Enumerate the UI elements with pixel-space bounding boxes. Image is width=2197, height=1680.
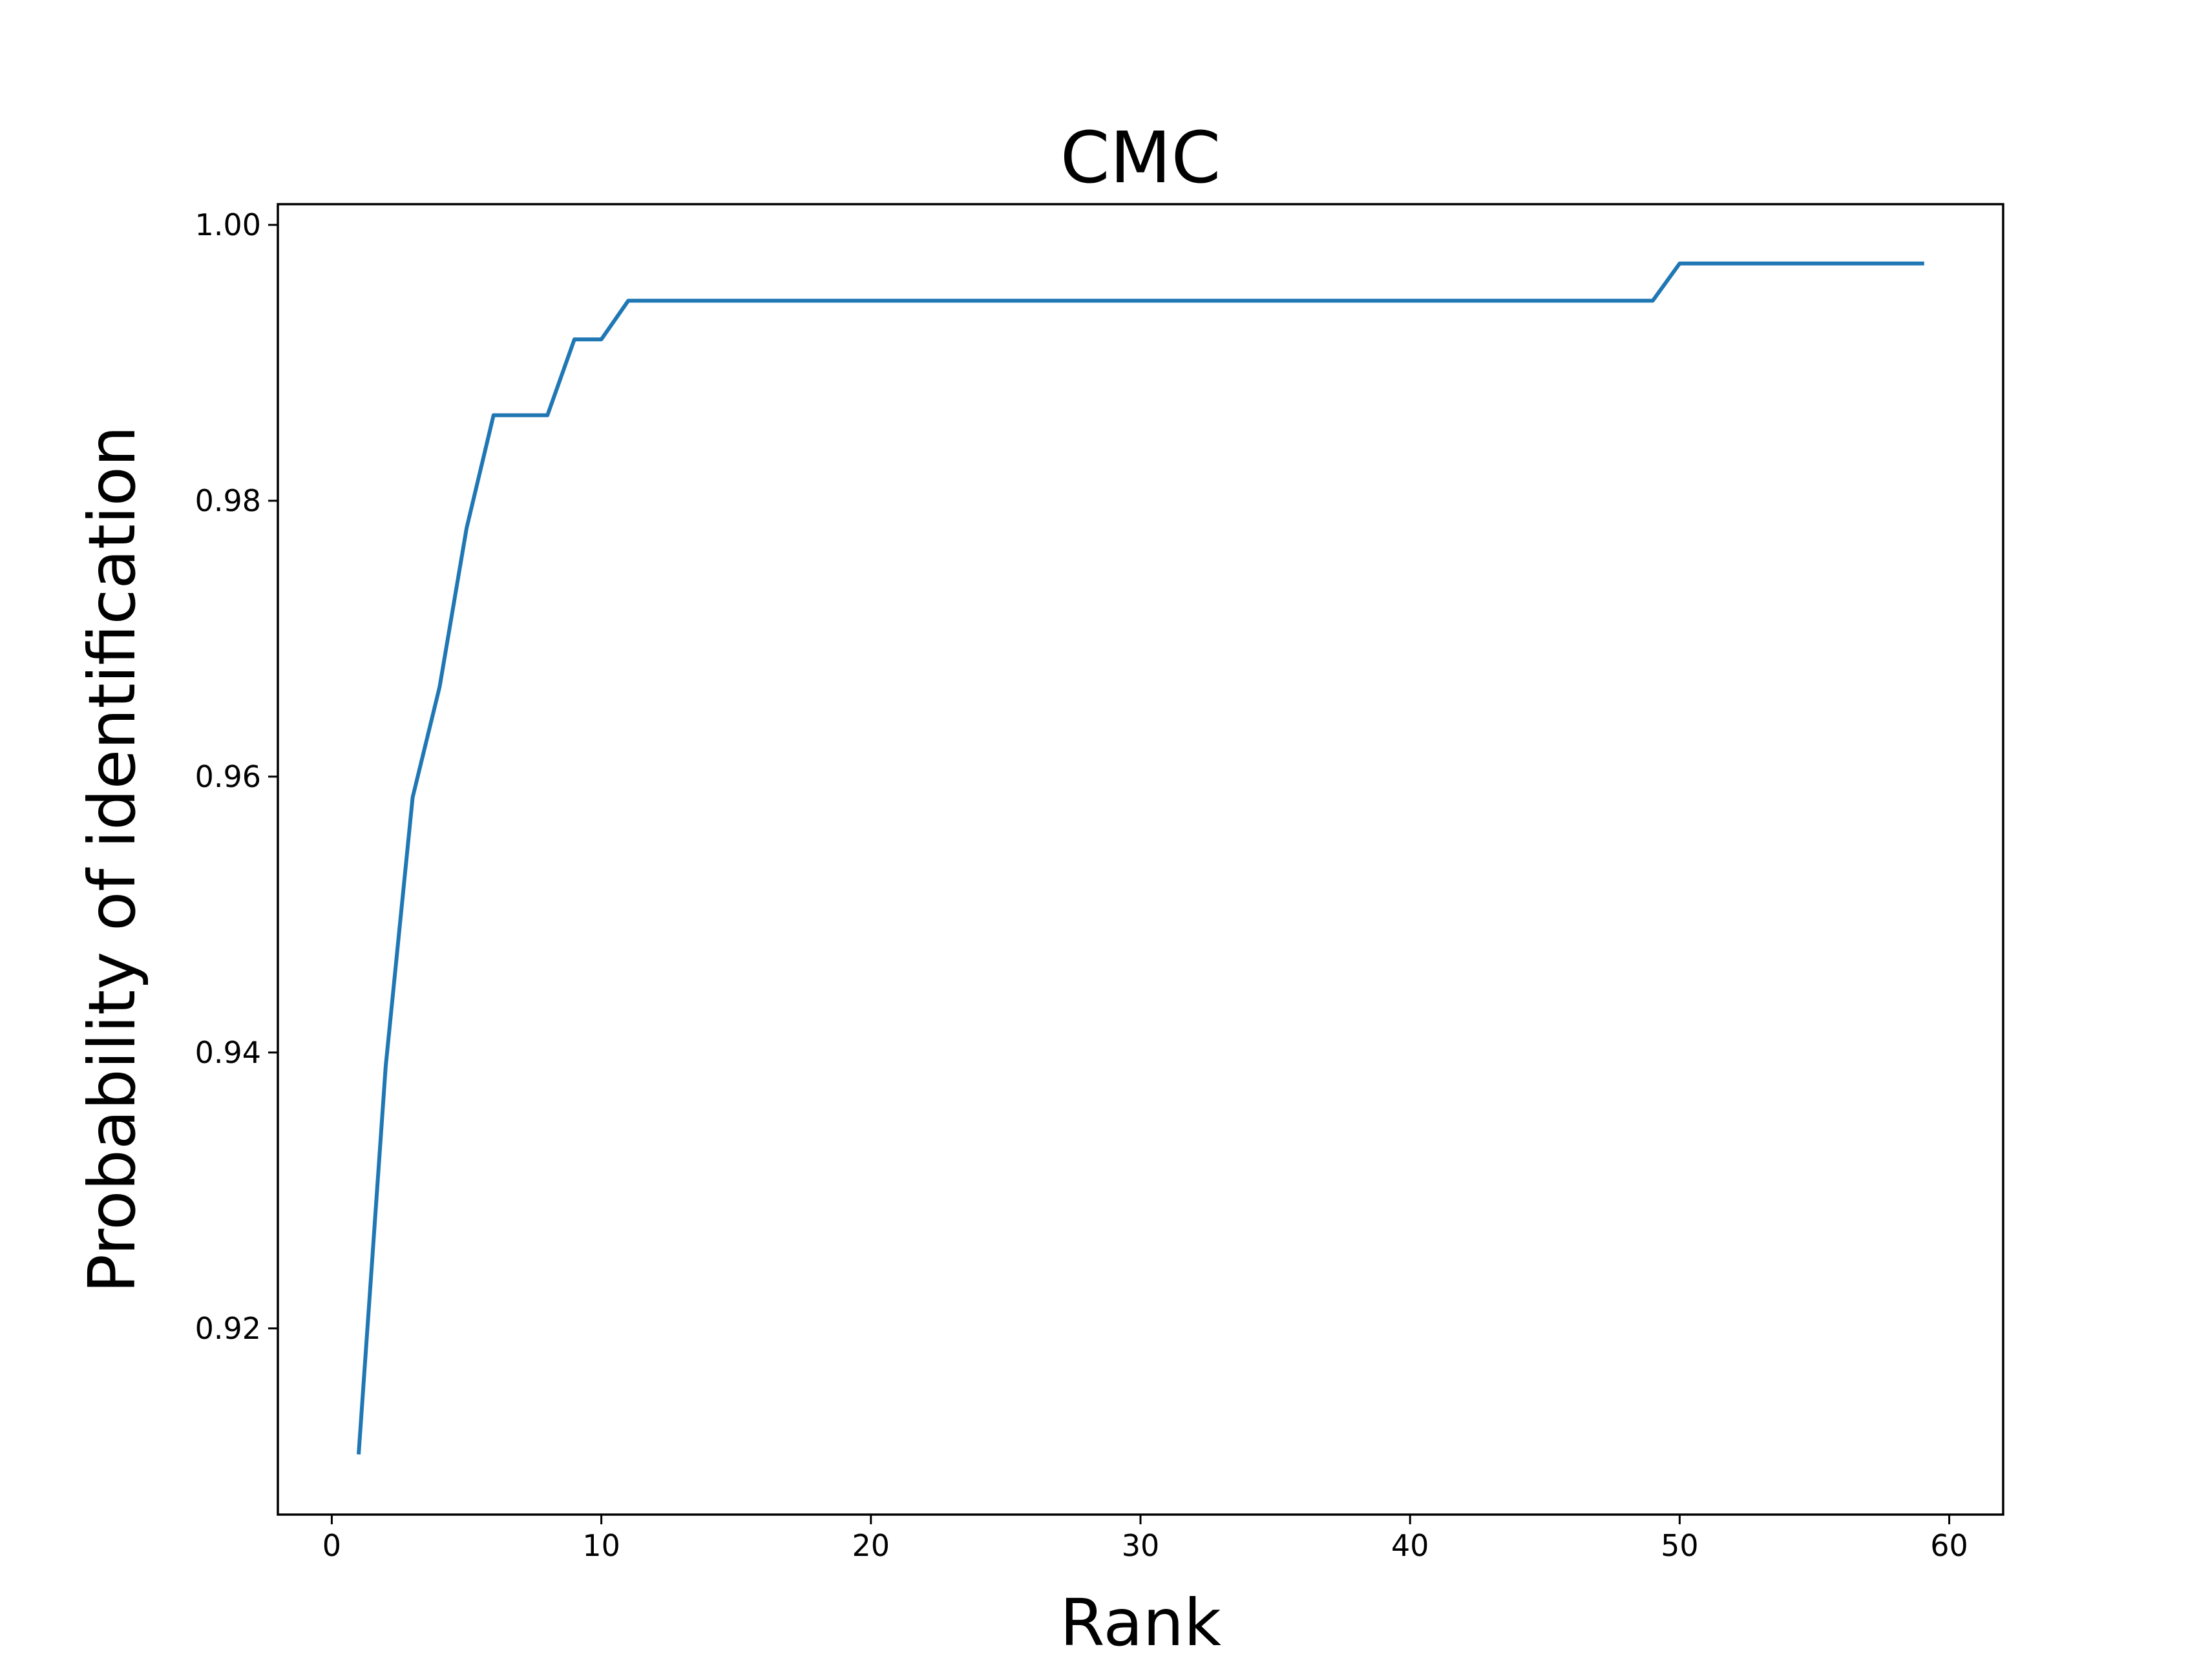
x-tick-label: 50 [1661,1528,1699,1563]
x-tick-label: 30 [1122,1528,1160,1563]
x-tick-label: 60 [1930,1528,1968,1563]
y-axis-label: Probability of identification [74,426,150,1294]
y-axis: 0.92 0.94 0.96 0.98 1.00 [195,207,278,1346]
y-tick-label: 0.96 [195,759,261,794]
y-tick-label: 1.00 [195,207,261,242]
x-axis: 0 10 20 30 40 50 60 [322,1515,1968,1563]
y-tick-label: 0.98 [195,483,261,518]
y-tick-label: 0.94 [195,1035,261,1070]
x-tick-label: 0 [322,1528,341,1563]
x-tick-label: 20 [852,1528,890,1563]
y-tick-label: 0.92 [195,1311,261,1346]
x-axis-label: Rank [1060,1585,1221,1661]
x-tick-label: 40 [1391,1528,1429,1563]
chart-title: CMC [1060,116,1221,199]
series-line-0 [356,261,1924,1455]
x-tick-label: 10 [582,1528,620,1563]
